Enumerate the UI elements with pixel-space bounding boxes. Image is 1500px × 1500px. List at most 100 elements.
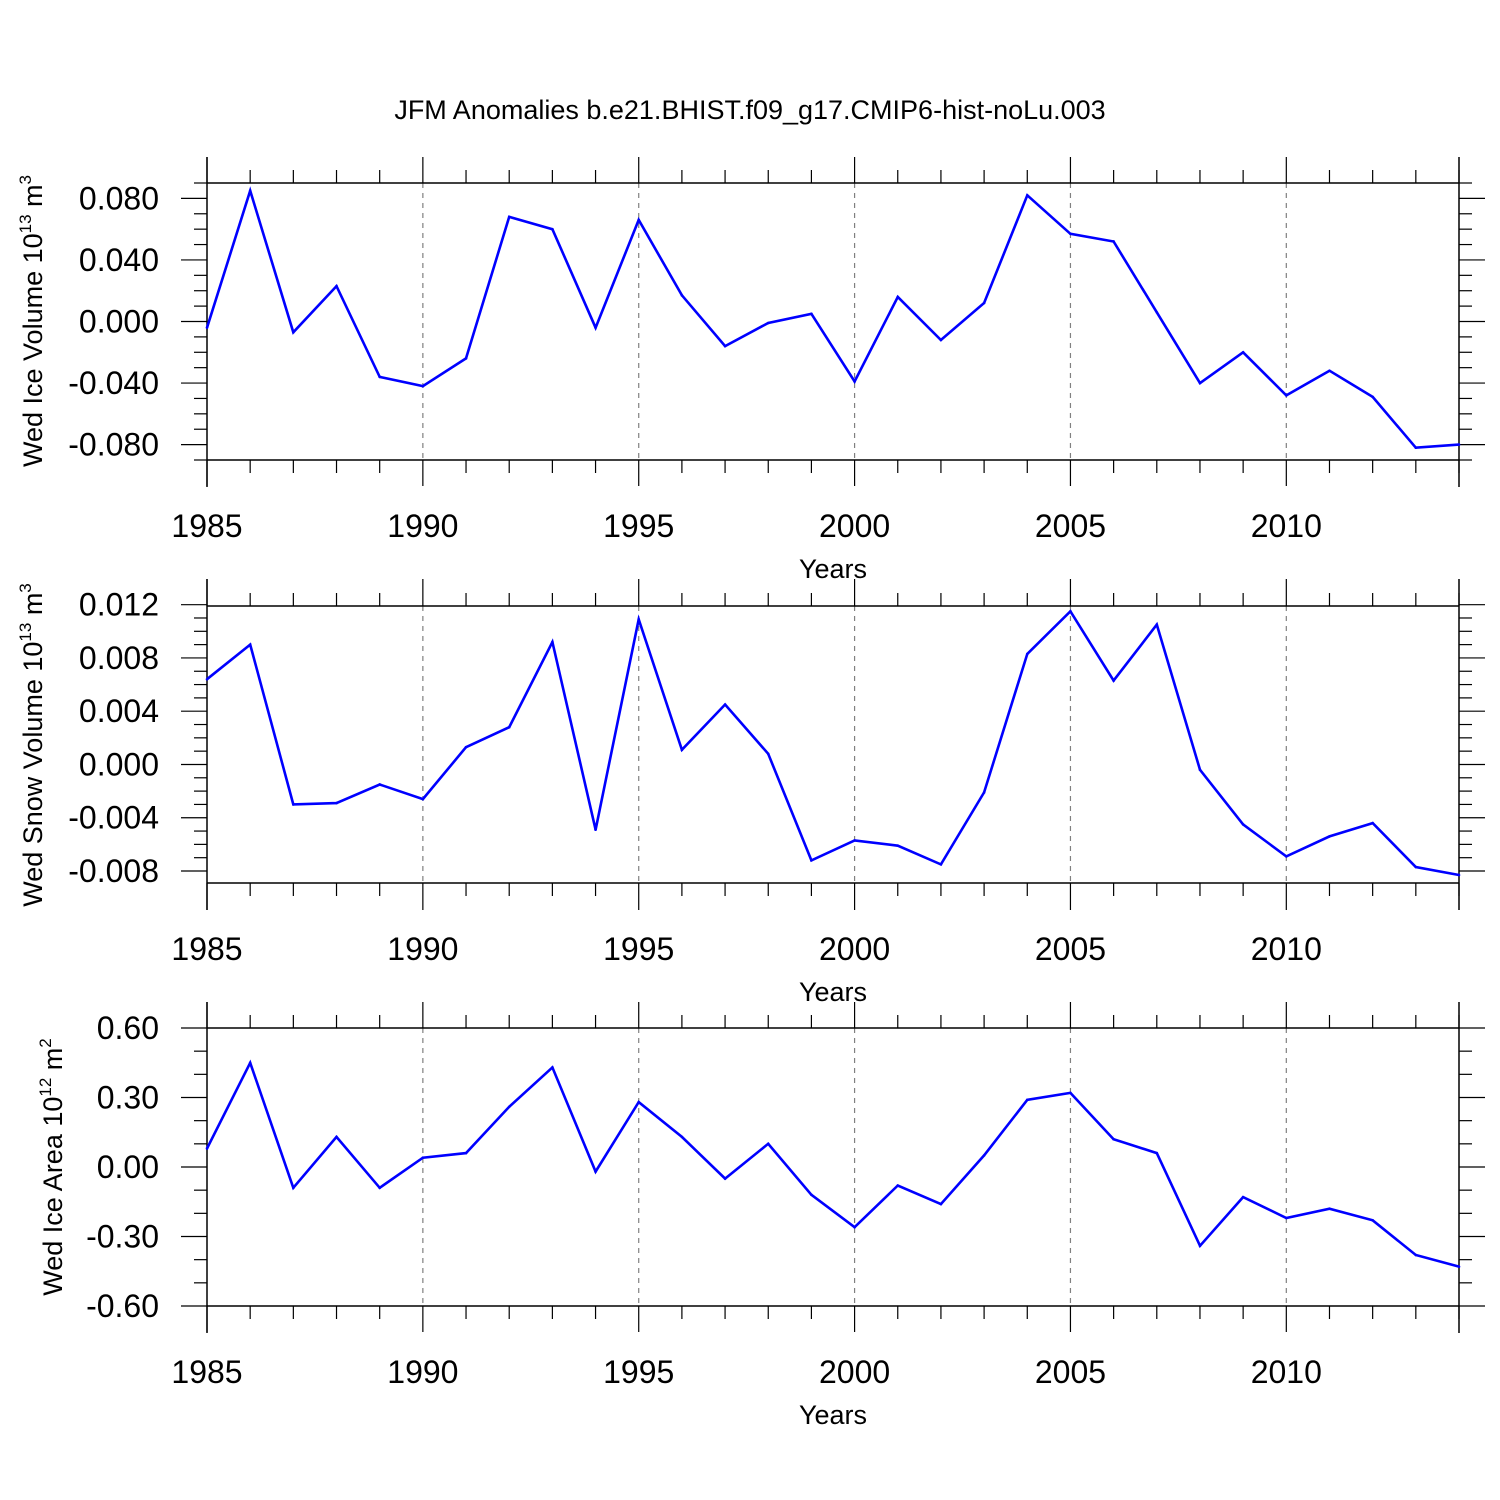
- data-point: [723, 1177, 727, 1180]
- data-point: [421, 1156, 425, 1160]
- data-point: [421, 797, 425, 801]
- data-point: [1328, 835, 1331, 838]
- y-tick-label: 0.008: [79, 640, 159, 676]
- y-label-unit-exponent: 3: [16, 175, 35, 184]
- y-label-unit-exponent: 2: [36, 1038, 55, 1047]
- x-tick-label: 2005: [1035, 1354, 1106, 1390]
- y-tick-label: 0.000: [79, 304, 159, 340]
- data-point: [896, 1184, 900, 1187]
- data-point: [464, 745, 468, 749]
- data-point: [421, 384, 425, 388]
- y-tick-label: 0.080: [79, 180, 159, 216]
- y-tick-label: -0.008: [68, 853, 159, 889]
- data-point: [1025, 652, 1029, 656]
- data-point: [766, 321, 770, 325]
- data-point: [896, 295, 900, 299]
- data-point: [680, 748, 684, 752]
- y-label-text: Wed Ice Volume 10: [18, 233, 48, 467]
- data-point: [939, 1202, 943, 1206]
- data-point: [1025, 1098, 1029, 1102]
- x-tick-label: 1995: [603, 1354, 674, 1390]
- data-point: [335, 801, 338, 805]
- x-tick-label: 1985: [171, 1354, 242, 1390]
- data-point: [1241, 823, 1245, 826]
- panel-3: -0.60 -0.30 0.00 0.30 0.60 1985 1990 1995 2000 20…: [36, 1002, 1485, 1430]
- y-tick-label: 0.000: [79, 746, 159, 782]
- data-point: [248, 643, 252, 646]
- x-tick-label: 2000: [819, 931, 890, 967]
- data-point: [248, 189, 252, 192]
- y-tick-label: 0.040: [79, 242, 159, 278]
- figure-title: JFM Anomalies b.e21.BHIST.f09_g17.CMIP6-…: [394, 95, 1105, 125]
- data-point: [335, 1135, 338, 1139]
- x-tick-label: 1985: [171, 508, 242, 544]
- data-point: [551, 640, 554, 644]
- series-line: [205, 186, 1460, 450]
- data-point: [1198, 768, 1202, 772]
- data-point: [1371, 821, 1374, 825]
- panels: -0.080 -0.040 0.000 0.040 0.080 1985 1990 1995 2…: [16, 157, 1485, 1430]
- data-point: [1198, 1244, 1202, 1248]
- y-tick-label: 0.00: [97, 1149, 159, 1185]
- y-label-unit-exponent: 3: [16, 583, 35, 592]
- x-tick-label: 1995: [603, 508, 674, 544]
- x-tick-label: 2000: [819, 508, 890, 544]
- x-tick-label: 1990: [387, 1354, 458, 1390]
- x-axis-label: Years: [799, 977, 867, 1007]
- data-point: [982, 791, 986, 794]
- data-point: [982, 1154, 986, 1157]
- data-point: [1241, 1195, 1245, 1199]
- data-point: [1155, 1151, 1159, 1155]
- x-axis-label: Years: [799, 554, 867, 584]
- y-tick-label: -0.60: [86, 1288, 159, 1324]
- data-point: [551, 1066, 554, 1069]
- data-point: [551, 227, 554, 231]
- data-point: [939, 338, 943, 342]
- y-label-exponent: 13: [16, 214, 35, 233]
- data-point: [335, 284, 338, 288]
- y-tick-label: 0.012: [79, 587, 159, 623]
- x-tick-label: 1990: [387, 508, 458, 544]
- y-label-text: Wed Snow Volume 10: [18, 642, 48, 907]
- data-point: [464, 1151, 468, 1155]
- data-point: [1285, 855, 1288, 858]
- data-point: [205, 677, 209, 681]
- data-point: [766, 752, 770, 756]
- data-point: [1457, 443, 1461, 446]
- data-point: [1155, 623, 1159, 626]
- y-label-exponent: 12: [36, 1078, 55, 1097]
- y-label-text: Wed Ice Area 10: [38, 1097, 68, 1296]
- data-point: [723, 344, 727, 348]
- series-line: [206, 609, 1460, 877]
- data-point: [853, 839, 856, 842]
- data-point: [637, 618, 641, 621]
- data-point: [939, 863, 943, 866]
- y-label-unit: m: [38, 1048, 68, 1078]
- x-tick-label: 2010: [1251, 508, 1322, 544]
- x-tick-label: 2010: [1251, 931, 1322, 967]
- data-point: [507, 1105, 511, 1109]
- data-point: [1241, 350, 1245, 354]
- data-point: [1457, 1265, 1461, 1268]
- data-point: [1328, 1207, 1331, 1210]
- y-tick-label: -0.004: [68, 800, 159, 836]
- data-point: [810, 1193, 813, 1197]
- data-point: [507, 725, 511, 729]
- x-tick-label: 2005: [1035, 931, 1106, 967]
- data-point: [1069, 232, 1072, 236]
- data-point: [1285, 394, 1288, 397]
- data-point: [680, 294, 684, 297]
- data-point: [1198, 381, 1202, 385]
- data-point: [1414, 1253, 1418, 1257]
- x-tick-label: 2010: [1251, 1354, 1322, 1390]
- data-point: [1112, 679, 1115, 682]
- data-point: [766, 1142, 770, 1146]
- panel-2: -0.008 -0.004 0.000 0.004 0.008 0.012 1985 1990…: [16, 579, 1485, 1007]
- data-point: [1328, 369, 1331, 373]
- data-point: [205, 1147, 209, 1150]
- data-point: [637, 218, 641, 222]
- x-tick-label: 1995: [603, 931, 674, 967]
- data-point: [1069, 1091, 1072, 1095]
- data-point: [594, 1170, 597, 1173]
- data-point: [1414, 865, 1418, 869]
